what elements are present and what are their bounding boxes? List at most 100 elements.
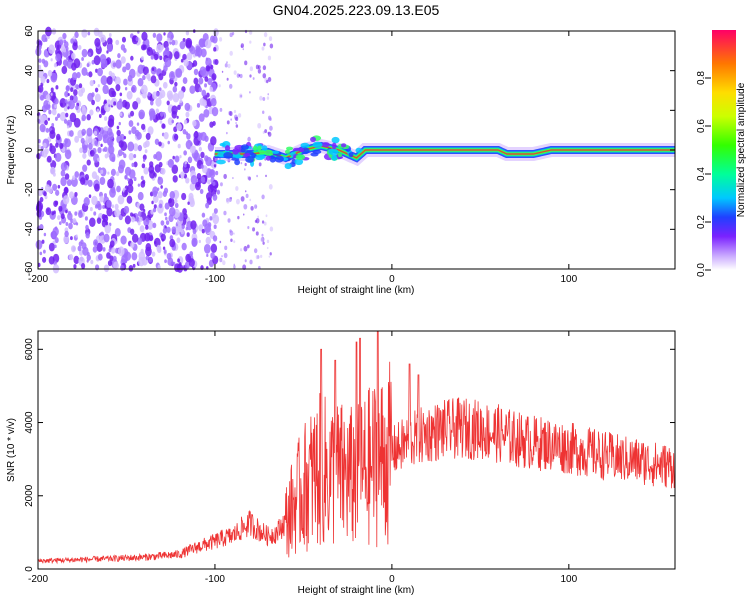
noise-blob — [257, 122, 262, 129]
noise-blob — [160, 220, 165, 226]
noise-blob — [139, 225, 145, 233]
noise-blob — [150, 100, 154, 106]
noise-blob — [91, 195, 98, 206]
noise-blob — [210, 243, 218, 253]
noise-blob — [167, 117, 174, 126]
noise-blob — [252, 227, 256, 232]
noise-blob — [153, 53, 159, 61]
x-tick-label: 100 — [560, 574, 577, 585]
noise-blob — [226, 198, 230, 204]
signal-blob — [259, 150, 266, 155]
noise-blob — [261, 46, 265, 51]
noise-blob — [39, 123, 46, 133]
noise-blob — [86, 254, 91, 261]
noise-blob — [137, 183, 141, 187]
noise-blob — [261, 220, 265, 224]
y-tick-label: 60 — [24, 25, 35, 37]
noise-blob — [59, 142, 64, 150]
noise-blob — [137, 191, 144, 201]
noise-blob — [148, 256, 153, 263]
noise-blob — [71, 62, 77, 71]
noise-blob — [214, 58, 219, 66]
signal-blob — [321, 142, 330, 148]
noise-blob — [147, 126, 154, 135]
noise-blob — [97, 146, 102, 154]
noise-blob — [43, 191, 47, 197]
noise-blob — [126, 195, 133, 204]
noise-blob — [176, 237, 181, 244]
noise-blob — [186, 133, 191, 140]
noise-blob — [44, 37, 48, 42]
noise-blob — [85, 232, 90, 239]
noise-blob — [162, 246, 166, 251]
noise-blob — [186, 232, 190, 237]
noise-blob — [171, 226, 177, 234]
noise-blob — [171, 39, 176, 46]
noise-blob — [82, 152, 87, 159]
noise-blob — [150, 75, 157, 84]
noise-blob — [154, 138, 160, 145]
noise-blob — [137, 211, 142, 217]
noise-blob — [201, 228, 205, 234]
noise-blob — [238, 74, 241, 77]
noise-blob — [81, 48, 88, 58]
noise-blob — [173, 133, 179, 141]
noise-blob — [155, 97, 162, 107]
noise-blob — [204, 135, 209, 142]
noise-blob — [172, 155, 176, 160]
signal-blob — [331, 136, 340, 144]
noise-blob — [205, 236, 212, 245]
noise-blob — [141, 123, 146, 130]
noise-blob — [62, 47, 67, 53]
noise-blob — [65, 221, 69, 227]
noise-blob — [180, 58, 184, 63]
noise-blob — [166, 252, 172, 260]
noise-blob — [50, 92, 53, 96]
noise-blob — [64, 138, 69, 144]
noise-blob — [204, 223, 211, 233]
noise-blob — [177, 226, 182, 233]
noise-blob — [192, 228, 197, 235]
noise-blob — [114, 208, 121, 218]
noise-blob — [210, 136, 217, 146]
noise-blob — [203, 108, 210, 118]
noise-blob — [64, 173, 70, 180]
noise-blob — [197, 134, 203, 142]
noise-blob — [123, 135, 127, 140]
noise-blob — [48, 256, 55, 265]
noise-blob — [194, 48, 200, 57]
noise-blob — [173, 51, 180, 60]
noise-blob — [229, 50, 233, 56]
noise-blob — [106, 252, 111, 259]
noise-blob — [124, 174, 128, 180]
noise-blob — [140, 180, 146, 188]
noise-blob — [103, 264, 110, 273]
snr-series-line — [37, 330, 676, 565]
noise-blob — [152, 207, 157, 213]
noise-blob — [90, 259, 94, 265]
noise-blob — [169, 41, 172, 45]
noise-blob — [171, 119, 175, 124]
noise-blob — [89, 207, 93, 212]
signal-blob — [261, 145, 268, 152]
noise-blob — [179, 41, 186, 50]
noise-blob — [42, 256, 47, 263]
noise-blob — [157, 191, 163, 199]
noise-blob — [210, 64, 214, 70]
noise-blob — [57, 184, 61, 189]
noise-blob — [267, 77, 272, 82]
noise-blob — [47, 69, 53, 77]
noise-blob — [193, 77, 199, 85]
noise-blob — [116, 129, 121, 137]
noise-blob — [226, 120, 230, 125]
noise-blob — [54, 152, 62, 163]
y-tick-label: 0 — [24, 147, 35, 153]
noise-blob — [67, 121, 70, 126]
noise-blob — [246, 244, 250, 249]
noise-blob — [189, 145, 196, 154]
noise-blob — [113, 101, 117, 106]
noise-blob — [70, 38, 75, 44]
noise-blob — [86, 114, 91, 121]
noise-blob — [124, 259, 128, 264]
noise-blob — [223, 173, 227, 180]
